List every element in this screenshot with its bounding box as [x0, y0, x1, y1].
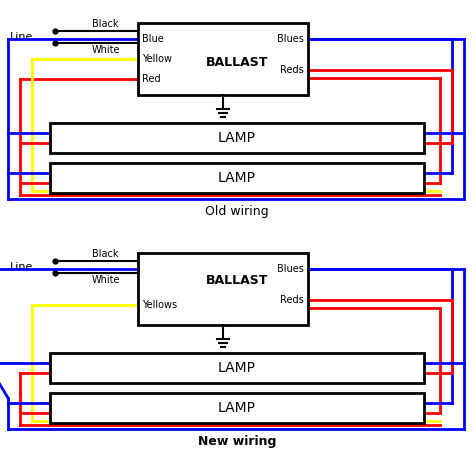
Text: LAMP: LAMP [218, 171, 256, 185]
Text: Yellows: Yellows [142, 300, 177, 310]
Bar [50, 393, 424, 423]
Bar [50, 163, 424, 193]
Text: New wiring: New wiring [198, 435, 276, 448]
Text: Reds: Reds [280, 65, 304, 75]
Bar [138, 23, 308, 95]
Text: Reds: Reds [280, 295, 304, 305]
Text: Yellow: Yellow [142, 54, 172, 64]
Text: LAMP: LAMP [218, 401, 256, 415]
Bar [138, 253, 308, 325]
Text: Old wiring: Old wiring [205, 205, 269, 218]
Text: White: White [92, 275, 120, 285]
Text: Blue: Blue [142, 34, 164, 44]
Text: Black: Black [92, 249, 118, 259]
Text: LAMP: LAMP [218, 131, 256, 145]
Bar [50, 123, 424, 153]
Text: LAMP: LAMP [218, 361, 256, 375]
Text: BALLAST: BALLAST [205, 274, 268, 287]
Text: Line: Line [10, 32, 33, 42]
Text: Blues: Blues [277, 34, 304, 44]
Text: Red: Red [142, 74, 161, 84]
Text: Black: Black [92, 19, 118, 29]
Text: Blues: Blues [277, 264, 304, 274]
Bar [50, 353, 424, 383]
Text: Line: Line [10, 262, 33, 272]
Text: White: White [92, 45, 120, 55]
Text: BALLAST: BALLAST [205, 56, 268, 69]
